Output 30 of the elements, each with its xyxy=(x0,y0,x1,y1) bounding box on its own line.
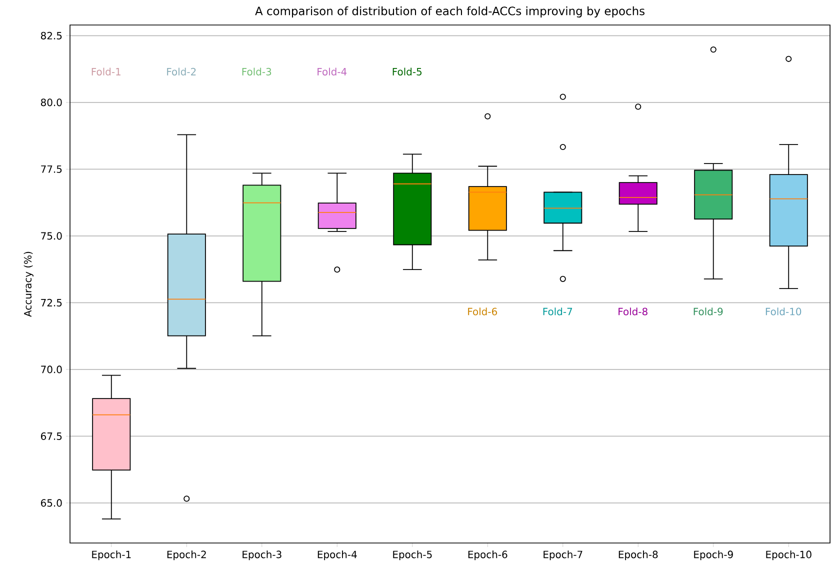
annotation: Fold-2 xyxy=(167,68,196,76)
annotation: Fold-4 xyxy=(318,68,347,76)
y-tick-label: 80.0 xyxy=(40,98,62,106)
x-tick-label: Epoch-1 xyxy=(92,550,131,560)
x-tick-label: Epoch-4 xyxy=(318,550,357,560)
annotation: Fold-3 xyxy=(242,68,272,76)
annotation: Fold-7 xyxy=(543,308,572,316)
annotation: Fold-1 xyxy=(92,68,120,76)
y-tick-label: 67.5 xyxy=(41,432,62,440)
x-tick-label: Epoch-7 xyxy=(544,550,582,560)
annotation: Fold-10 xyxy=(766,308,802,316)
annotation: Fold-8 xyxy=(618,308,648,316)
y-tick-label: 75.0 xyxy=(41,232,62,240)
x-tick-label: Epoch-10 xyxy=(766,550,812,560)
y-tick-label: 70.0 xyxy=(41,366,62,374)
x-tick-label: Epoch-5 xyxy=(393,550,432,560)
y-tick-label: 72.5 xyxy=(41,298,62,306)
annotation: Fold-9 xyxy=(694,308,723,316)
x-tick-label: Epoch-6 xyxy=(468,550,508,560)
y-tick-label: 82.5 xyxy=(40,32,62,40)
annotation: Fold-5 xyxy=(392,68,422,76)
x-tick-label: Epoch-9 xyxy=(694,550,733,560)
y-tick-label: 77.5 xyxy=(41,165,62,173)
chart-title: A comparison of distribution of each fold-ACCs improving by epochs xyxy=(255,6,644,18)
y-axis-title: Accuracy (%) xyxy=(24,252,34,317)
x-tick-label: Epoch-3 xyxy=(242,550,282,560)
y-tick-label: 65.0 xyxy=(41,499,62,507)
annotation: Fold-6 xyxy=(468,308,497,316)
x-tick-label: Epoch-8 xyxy=(618,550,658,560)
x-tick-label: Epoch-2 xyxy=(167,550,206,560)
